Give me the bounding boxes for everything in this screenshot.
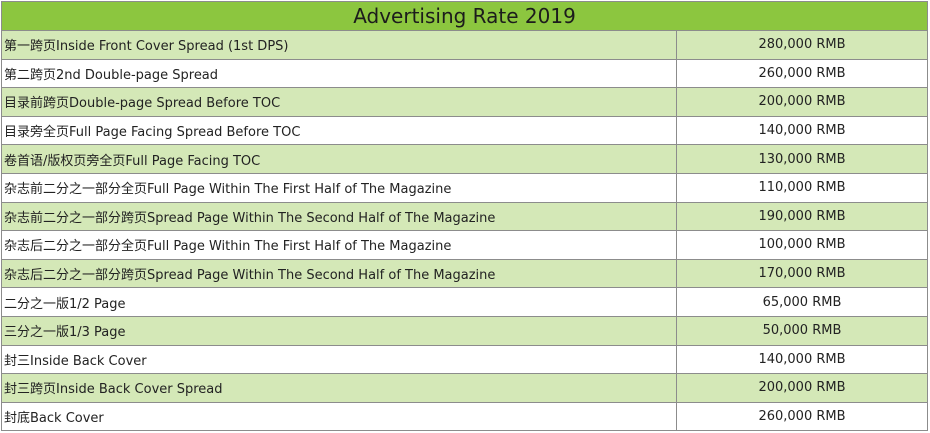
table-body: 第一跨页Inside Front Cover Spread (1st DPS) 2…	[2, 31, 928, 432]
table-row: 杂志前二分之一部分全页Full Page Within The First Ha…	[2, 173, 928, 203]
table-row: 三分之一版1/3 Page 50,000 RMB	[2, 316, 928, 346]
table-row: 第二跨页2nd Double-page Spread 260,000 RMB	[2, 59, 928, 89]
ad-price-cell: 140,000 RMB	[677, 345, 928, 374]
ad-placement-cell: 封三Inside Back Cover	[2, 345, 677, 374]
ad-price-cell: 190,000 RMB	[677, 202, 928, 231]
ad-price-cell: 260,000 RMB	[677, 59, 928, 88]
ad-price-cell: 100,000 RMB	[677, 231, 928, 259]
table-row: 目录前跨页Double-page Spread Before TOC 200,00…	[2, 88, 928, 117]
ad-placement-cell: 封底Back Cover	[2, 402, 677, 431]
ad-placement-cell: 封三跨页Inside Back Cover Spread	[2, 374, 677, 402]
ad-placement-cell: 杂志前二分之一部分跨页Spread Page Within The Second…	[2, 202, 677, 231]
table-row: 封底Back Cover 260,000 RMB	[2, 402, 928, 432]
ad-placement-cell: 目录前跨页Double-page Spread Before TOC	[2, 88, 677, 116]
table-row: 封三Inside Back Cover 140,000 RMB	[2, 345, 928, 375]
ad-price-cell: 65,000 RMB	[677, 288, 928, 316]
table-row: 二分之一版1/2 Page 65,000 RMB	[2, 288, 928, 317]
ad-placement-cell: 杂志后二分之一部分全页Full Page Within The First Ha…	[2, 231, 677, 259]
table-row: 目录旁全页Full Page Facing Spread Before TOC 1…	[2, 116, 928, 146]
ad-placement-cell: 第一跨页Inside Front Cover Spread (1st DPS)	[2, 31, 677, 59]
table-row: 杂志后二分之一部分跨页Spread Page Within The Second…	[2, 259, 928, 289]
table-row: 卷首语/版权页旁全页Full Page Facing TOC 130,000 RM…	[2, 145, 928, 174]
table-row: 杂志后二分之一部分全页Full Page Within The First Ha…	[2, 231, 928, 260]
ad-placement-cell: 目录旁全页Full Page Facing Spread Before TOC	[2, 116, 677, 145]
table-row: 杂志前二分之一部分跨页Spread Page Within The Second…	[2, 202, 928, 232]
ad-price-cell: 50,000 RMB	[677, 316, 928, 345]
ad-placement-cell: 第二跨页2nd Double-page Spread	[2, 59, 677, 88]
ad-price-cell: 170,000 RMB	[677, 259, 928, 288]
ad-price-cell: 140,000 RMB	[677, 116, 928, 145]
table-title: Advertising Rate 2019	[2, 2, 928, 31]
ad-price-cell: 200,000 RMB	[677, 88, 928, 116]
ad-placement-cell: 杂志后二分之一部分跨页Spread Page Within The Second…	[2, 259, 677, 288]
ad-placement-cell: 杂志前二分之一部分全页Full Page Within The First Ha…	[2, 173, 677, 202]
ad-price-cell: 110,000 RMB	[677, 173, 928, 202]
ad-placement-cell: 卷首语/版权页旁全页Full Page Facing TOC	[2, 145, 677, 173]
ad-price-cell: 280,000 RMB	[677, 31, 928, 59]
ad-price-cell: 200,000 RMB	[677, 374, 928, 402]
ad-placement-cell: 二分之一版1/2 Page	[2, 288, 677, 316]
table-row: 封三跨页Inside Back Cover Spread 200,000 RMB	[2, 374, 928, 403]
ad-price-cell: 130,000 RMB	[677, 145, 928, 173]
ad-placement-cell: 三分之一版1/3 Page	[2, 316, 677, 345]
ad-price-cell: 260,000 RMB	[677, 402, 928, 431]
table-row: 第一跨页Inside Front Cover Spread (1st DPS) 2…	[2, 31, 928, 60]
